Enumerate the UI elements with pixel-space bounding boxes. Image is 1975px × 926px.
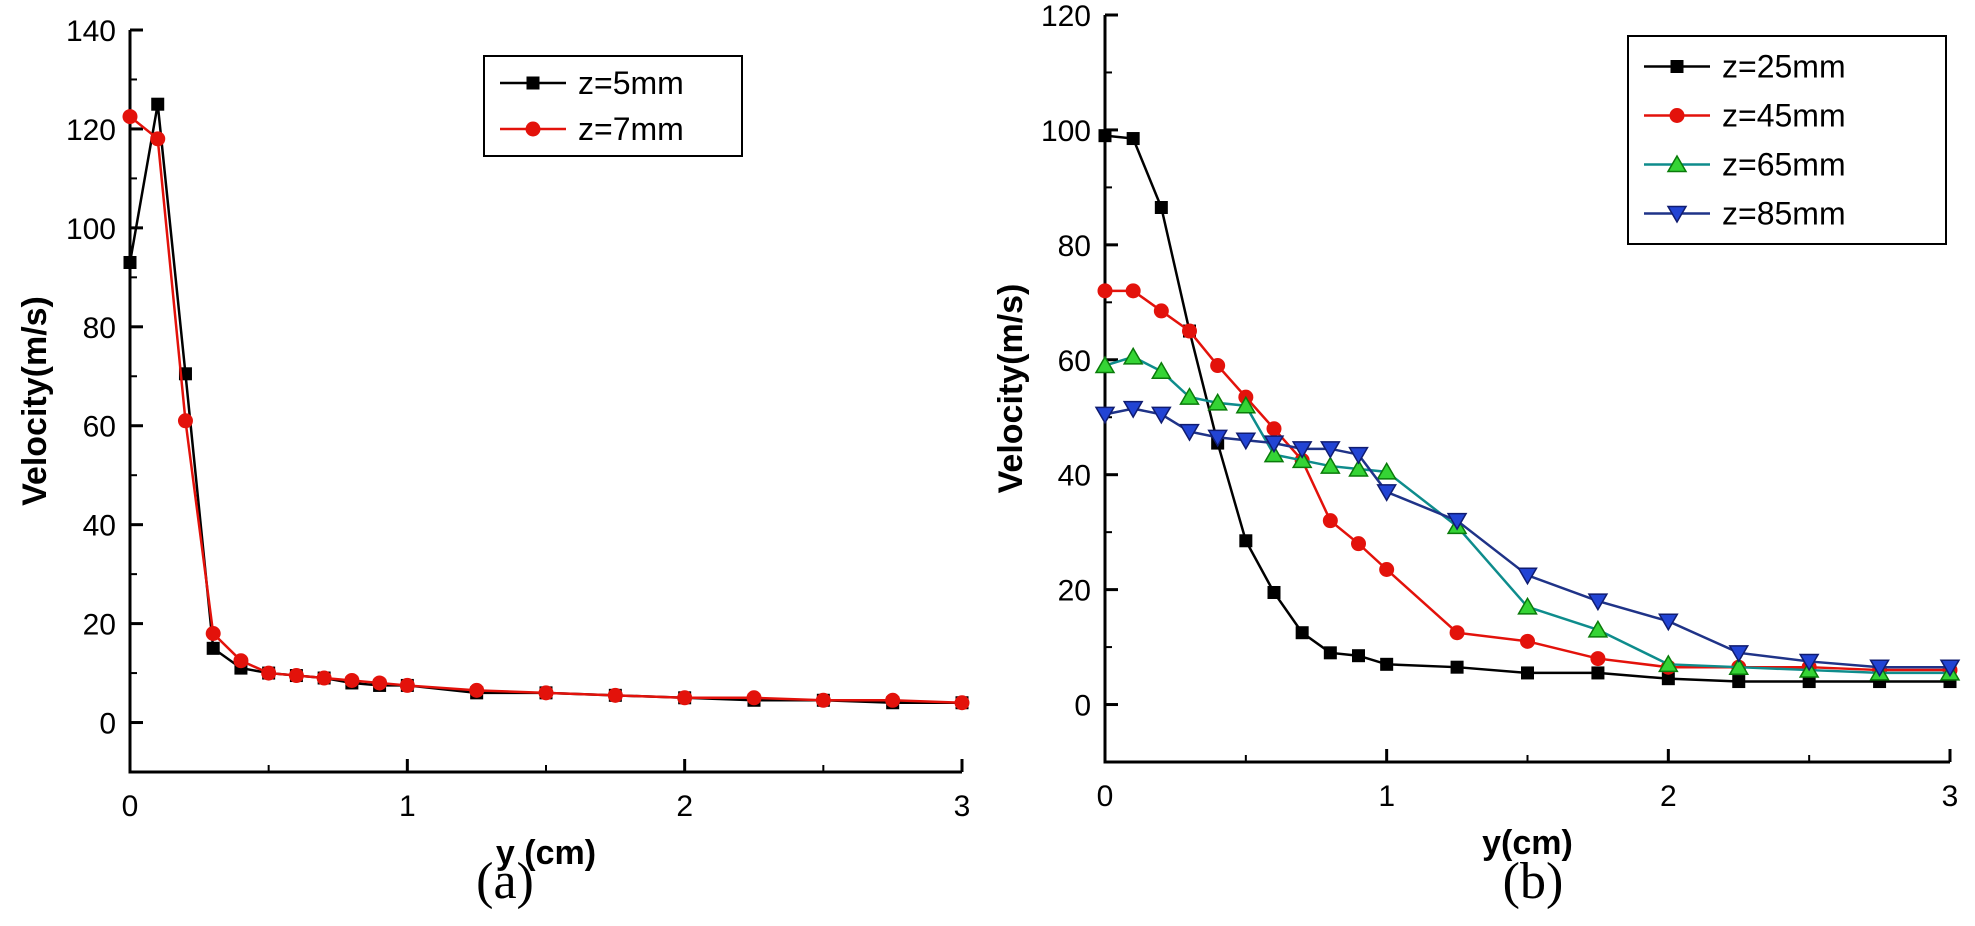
legend: z=25mm z=45mm z=65mm z=85mm: [1627, 35, 1947, 245]
chart-a-canvas: 0 20 40 60 80 100 120 140 0 1 2 3 y (cm) Velocity(m/s…: [16, 15, 970, 872]
series-z=45mm: [1097, 283, 1958, 678]
y-tick-label: 120: [1041, 0, 1091, 33]
y-tick-label: 20: [1058, 575, 1091, 608]
y-tick-label: 140: [66, 15, 116, 48]
y-tick-label: 40: [83, 510, 116, 543]
x-tick-label: 3: [954, 790, 971, 823]
chart-panel-b: 0 20 40 60 80 100 120 0 1 2 3 y(cm) Velocity(m/s) z=2…: [988, 0, 1975, 926]
y-axis-title: Velocity(m/s): [16, 296, 54, 506]
legend-label: z=5mm: [578, 65, 684, 101]
y-tick-label: 40: [1058, 460, 1091, 493]
y-tick-label: 80: [83, 312, 116, 345]
series-z=65mm: [1094, 346, 1961, 681]
x-tick-label: 0: [1097, 780, 1114, 813]
legend-box: [483, 55, 743, 157]
x-tick-label: 1: [399, 790, 416, 823]
axes: 0 20 40 60 80 100 120 0 1 2 3: [1041, 0, 1958, 813]
y-tick-label: 0: [99, 708, 116, 741]
legend-label: z=7mm: [578, 111, 684, 147]
x-axis-title: y (cm): [496, 834, 596, 872]
y-tick-label: 0: [1074, 690, 1091, 723]
y-tick-label: 20: [83, 609, 116, 642]
legend: z=5mm z=7mm: [483, 55, 743, 157]
axes: 0 20 40 60 80 100 120 140 0 1 2 3: [66, 15, 970, 823]
y-tick-label: 80: [1058, 230, 1091, 263]
x-axis-title: y(cm): [1482, 824, 1573, 862]
x-tick-label: 2: [1660, 780, 1677, 813]
x-tick-label: 3: [1942, 780, 1959, 813]
y-tick-label: 100: [1041, 115, 1091, 148]
y-tick-label: 120: [66, 114, 116, 147]
caption-b: (b): [1502, 853, 1564, 910]
x-tick-label: 0: [122, 790, 139, 823]
caption-a: (a): [476, 853, 534, 910]
series-z=85mm: [1094, 400, 1961, 678]
x-tick-label: 2: [676, 790, 693, 823]
y-axis-title: Velocity(m/s): [992, 284, 1030, 494]
legend-label: z=45mm: [1722, 98, 1846, 134]
legend-label: z=85mm: [1722, 196, 1846, 232]
chart-panel-a: 0 20 40 60 80 100 120 140 0 1 2 3 y (cm) Velocity(m/s…: [16, 15, 970, 910]
x-tick-label: 1: [1378, 780, 1395, 813]
y-tick-label: 100: [66, 213, 116, 246]
series-z=5mm: [123, 97, 969, 710]
y-tick-label: 60: [83, 411, 116, 444]
legend-label: z=25mm: [1722, 49, 1846, 85]
series-z=7mm: [122, 109, 970, 711]
chart-b-canvas: 0 20 40 60 80 100 120 0 1 2 3 y(cm) Velocity(m/s) z=2…: [992, 0, 1961, 862]
y-tick-label: 60: [1058, 345, 1091, 378]
legend-label: z=65mm: [1722, 147, 1846, 183]
